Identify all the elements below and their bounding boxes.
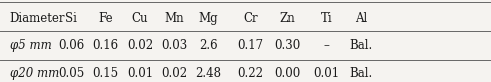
Text: 0.02: 0.02 — [127, 39, 153, 52]
Text: Al: Al — [355, 12, 367, 25]
Text: –: – — [324, 39, 329, 52]
Text: 0.16: 0.16 — [92, 39, 119, 52]
Text: 0.02: 0.02 — [161, 67, 188, 80]
Text: 2.6: 2.6 — [199, 39, 218, 52]
Text: Cr: Cr — [243, 12, 258, 25]
Text: 0.01: 0.01 — [313, 67, 340, 80]
Text: Cu: Cu — [132, 12, 148, 25]
Text: 0.15: 0.15 — [92, 67, 119, 80]
Text: 0.06: 0.06 — [58, 39, 84, 52]
Text: 0.03: 0.03 — [161, 39, 188, 52]
Text: 2.48: 2.48 — [196, 67, 221, 80]
Text: φ5 mm: φ5 mm — [10, 39, 52, 52]
Text: 0.22: 0.22 — [238, 67, 263, 80]
Text: φ20 mm: φ20 mm — [10, 67, 59, 80]
Text: 0.00: 0.00 — [274, 67, 300, 80]
Text: 0.30: 0.30 — [274, 39, 300, 52]
Text: Diameter: Diameter — [10, 12, 65, 25]
Text: Mg: Mg — [199, 12, 218, 25]
Text: Bal.: Bal. — [349, 39, 373, 52]
Text: Si: Si — [65, 12, 77, 25]
Text: Bal.: Bal. — [349, 67, 373, 80]
Text: 0.17: 0.17 — [237, 39, 264, 52]
Text: Fe: Fe — [98, 12, 113, 25]
Text: 0.01: 0.01 — [127, 67, 153, 80]
Text: Ti: Ti — [321, 12, 332, 25]
Text: Zn: Zn — [279, 12, 295, 25]
Text: 0.05: 0.05 — [58, 67, 84, 80]
Text: Mn: Mn — [164, 12, 184, 25]
